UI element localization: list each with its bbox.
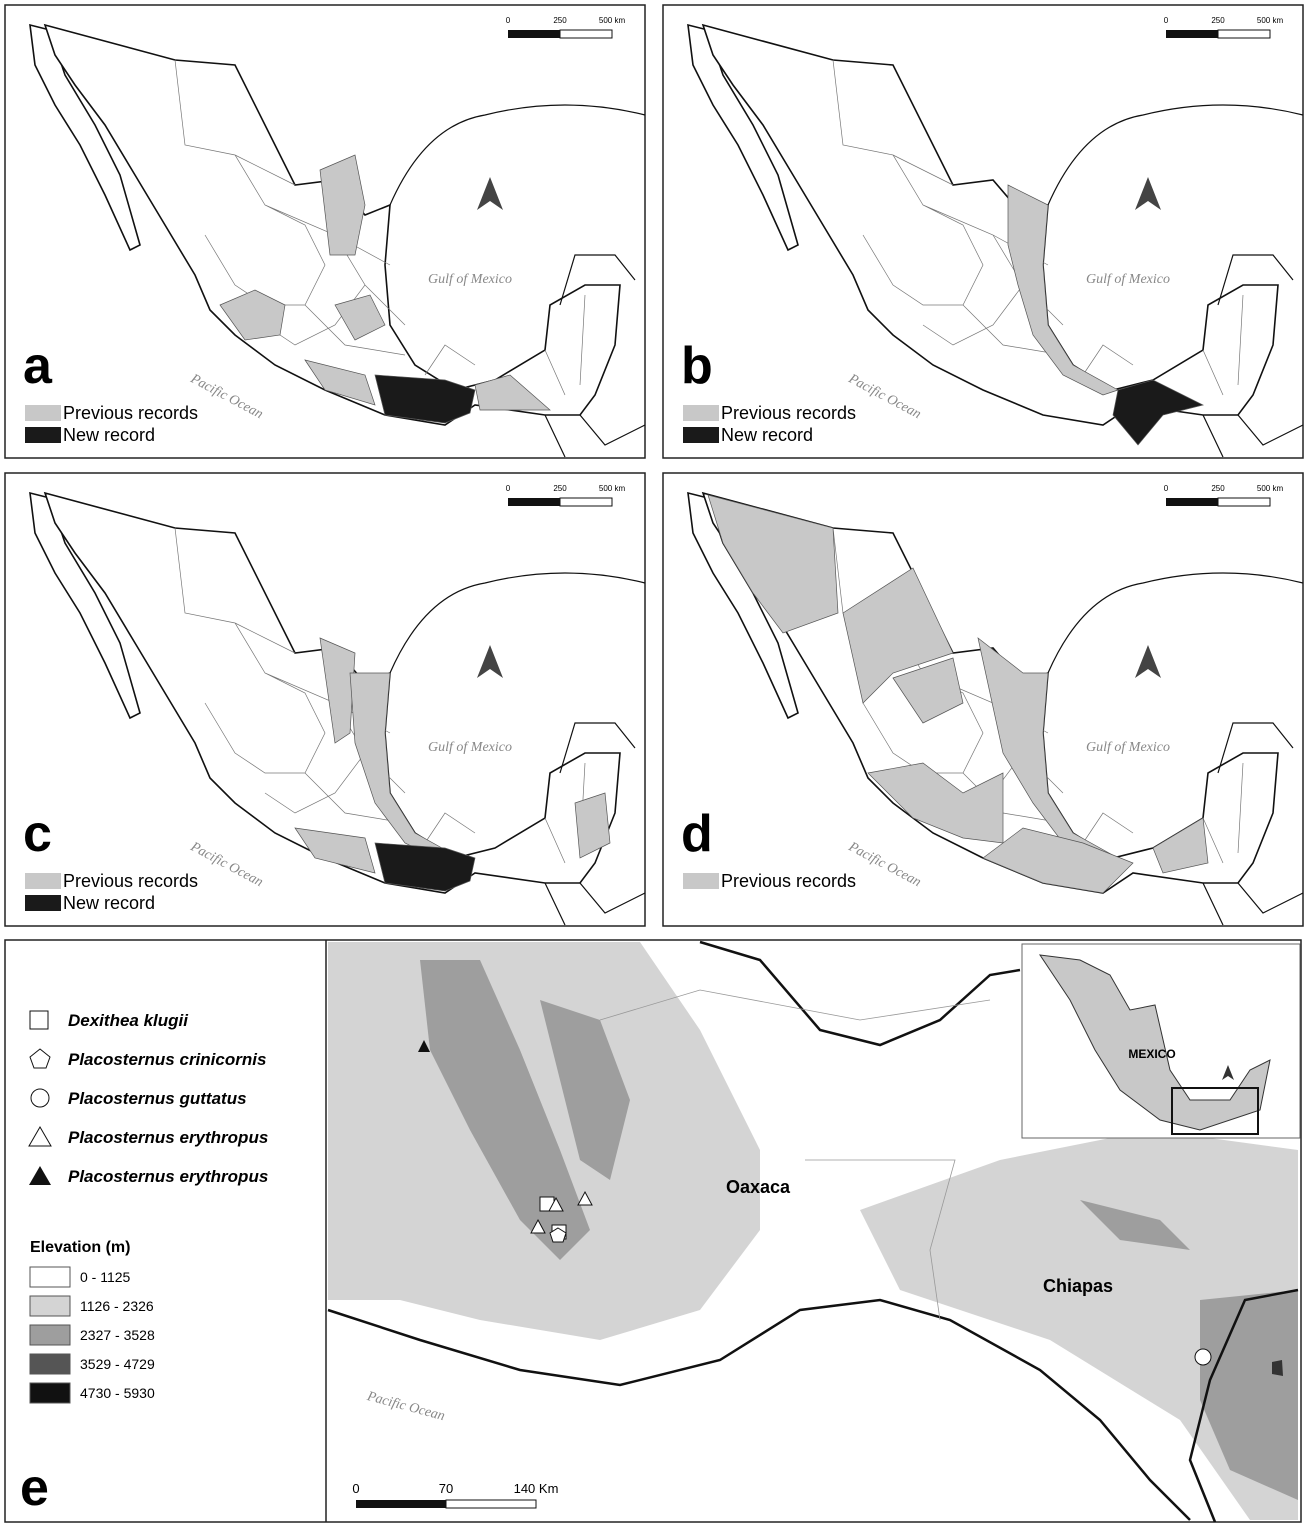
elevation-swatch: [30, 1267, 70, 1287]
marker: [1195, 1349, 1211, 1365]
scale-bar-white: [1218, 498, 1270, 506]
gulf-label: Gulf of Mexico: [428, 272, 512, 287]
panel-letter: e: [20, 1459, 49, 1517]
legend-label: Dexithea klugii: [68, 1011, 189, 1030]
elevation-label: 0 - 1125: [80, 1269, 131, 1285]
inset-label: MEXICO: [1128, 1047, 1175, 1061]
elevation-label: 4730 - 5930: [80, 1385, 155, 1401]
elevation-label: 2327 - 3528: [80, 1327, 155, 1343]
scale-bar-black: [1166, 498, 1218, 506]
legend-label: Previous records: [63, 871, 198, 891]
legend-label: Previous records: [63, 403, 198, 423]
scale-bar-black: [508, 30, 560, 38]
legend-swatch: [25, 895, 61, 911]
legend-label: Placosternus crinicornis: [68, 1050, 266, 1069]
scale-label: 250: [1211, 16, 1225, 25]
legend-swatch: [25, 427, 61, 443]
scale-label: 500 km: [599, 16, 626, 25]
legend-swatch: [683, 405, 719, 421]
elevation-label: 3529 - 4729: [80, 1356, 155, 1372]
scale-label: 70: [439, 1481, 453, 1496]
map-panel: Gulf of MexicoPacific Ocean0250500 kmdPr…: [663, 473, 1303, 926]
gulf-label: Gulf of Mexico: [1086, 272, 1170, 287]
elevation-swatch: [30, 1296, 70, 1316]
scale-label: 500 km: [1257, 16, 1284, 25]
scale-label: 500 km: [1257, 484, 1284, 493]
gulf-label: Gulf of Mexico: [428, 740, 512, 755]
panel-letter: c: [23, 805, 52, 863]
legend-swatch: [683, 427, 719, 443]
scale-bar-black: [356, 1500, 446, 1508]
legend-swatch: [25, 873, 61, 889]
elevation-swatch: [30, 1383, 70, 1403]
scale-label: 250: [1211, 484, 1225, 493]
elevation-swatch: [30, 1325, 70, 1345]
elevation-label: 1126 - 2326: [80, 1298, 154, 1314]
scale-bar-white: [560, 498, 612, 506]
scale-label: 250: [553, 484, 567, 493]
legend-title: Elevation (m): [30, 1239, 130, 1256]
legend-label: New record: [63, 893, 155, 913]
scale-label: 0: [1164, 16, 1169, 25]
legend-label: Previous records: [721, 403, 856, 423]
legend-symbol: [31, 1089, 49, 1107]
scale-bar-white: [1218, 30, 1270, 38]
scale-bar-black: [508, 498, 560, 506]
panel-letter: d: [681, 805, 713, 863]
scale-bar-white: [560, 30, 612, 38]
legend-label: Placosternus guttatus: [68, 1089, 247, 1108]
scale-label: 0: [1164, 484, 1169, 493]
scale-label: 140 Km: [514, 1481, 559, 1496]
legend-symbol: [30, 1011, 48, 1029]
scale-label: 0: [352, 1481, 359, 1496]
panel-letter: b: [681, 337, 713, 395]
legend-label: Placosternus erythropus: [68, 1167, 268, 1186]
gulf-label: Gulf of Mexico: [1086, 740, 1170, 755]
legend-label: Placosternus erythropus: [68, 1128, 268, 1147]
scale-bar-white: [446, 1500, 536, 1508]
legend-swatch: [25, 405, 61, 421]
legend-swatch: [683, 873, 719, 889]
scale-label: 0: [506, 16, 511, 25]
elevation-zone: [1272, 1360, 1283, 1376]
legend-label: Previous records: [721, 871, 856, 891]
elevation-swatch: [30, 1354, 70, 1374]
scale-label: 0: [506, 484, 511, 493]
figure: Gulf of MexicoPacific Ocean0250500 kmaPr…: [0, 0, 1306, 1526]
state-label: Chiapas: [1043, 1276, 1113, 1296]
scale-label: 500 km: [599, 484, 626, 493]
legend-label: New record: [721, 425, 813, 445]
panel-letter: a: [23, 337, 53, 395]
map-panel: Gulf of MexicoPacific Ocean0250500 kmcPr…: [5, 473, 645, 926]
legend-label: New record: [63, 425, 155, 445]
scale-bar-black: [1166, 30, 1218, 38]
state-label: Oaxaca: [726, 1177, 791, 1197]
scale-label: 250: [553, 16, 567, 25]
